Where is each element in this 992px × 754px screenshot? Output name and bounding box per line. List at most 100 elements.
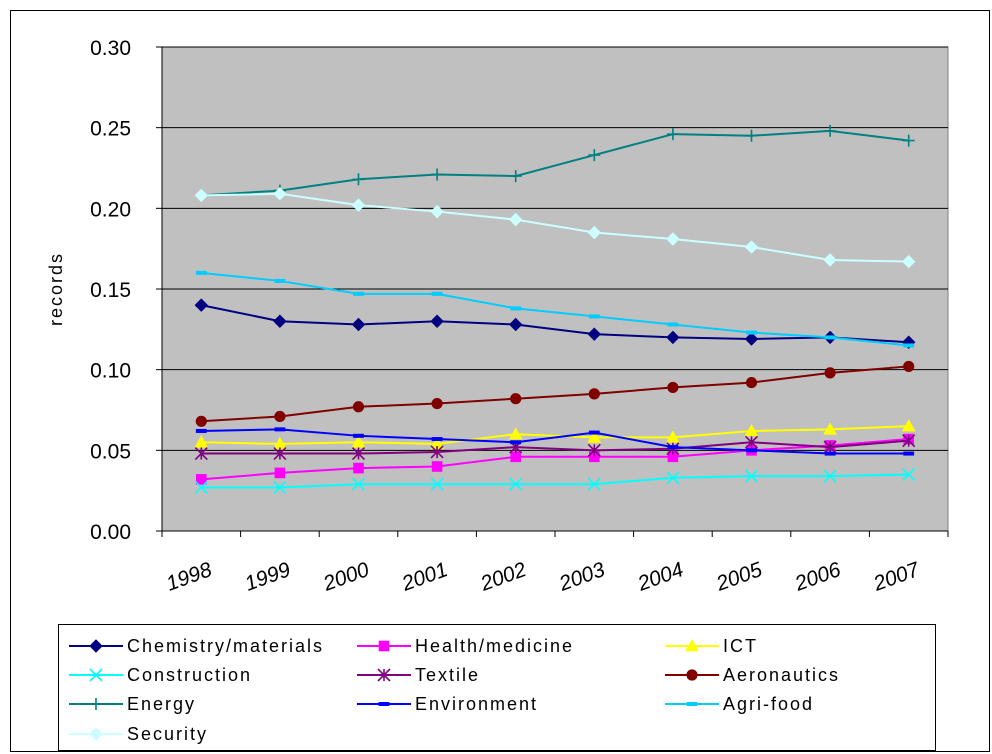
series-environment <box>195 427 915 456</box>
data-point <box>431 397 443 410</box>
y-tick-label: 0.15 <box>90 279 131 302</box>
series-construction <box>194 467 916 495</box>
data-point <box>430 477 444 491</box>
data-point <box>430 445 444 459</box>
data-point <box>744 332 759 346</box>
data-point <box>902 467 916 482</box>
data-point <box>587 443 601 457</box>
series-ict <box>194 419 916 450</box>
data-point <box>274 427 286 432</box>
data-point <box>431 291 443 296</box>
legend-symbol <box>69 639 123 653</box>
data-point <box>744 435 759 449</box>
data-point <box>745 129 758 142</box>
series-line <box>201 129 909 197</box>
data-point <box>196 474 207 485</box>
legend-item: Construction <box>67 662 252 688</box>
legend-symbol <box>357 702 411 706</box>
legend-symbol <box>69 698 123 710</box>
x-tick-label: 2005 <box>712 558 765 596</box>
data-point <box>274 467 286 479</box>
series-textile <box>194 434 916 461</box>
series-aeronautics <box>195 360 915 427</box>
data-point <box>666 128 679 141</box>
data-point <box>510 306 522 311</box>
x-tick-label: 2000 <box>319 558 372 596</box>
legend-label: Construction <box>127 664 253 685</box>
data-point <box>508 317 523 332</box>
data-point <box>194 188 209 203</box>
data-point <box>902 134 915 147</box>
y-tick-label: 0.10 <box>90 360 131 383</box>
data-point <box>823 253 837 267</box>
y-tick-label: 0.30 <box>90 37 131 60</box>
data-point <box>353 462 364 474</box>
legend-label: Energy <box>127 693 197 714</box>
series-line <box>201 304 909 344</box>
data-point <box>194 480 208 495</box>
data-point <box>587 225 602 240</box>
data-point <box>510 451 521 463</box>
legend-item: Environment <box>355 691 538 717</box>
data-point <box>510 440 522 445</box>
legend-item: Health/medicine <box>355 633 574 659</box>
data-point <box>745 376 758 389</box>
series-line <box>201 438 909 481</box>
legend-label: Textile <box>415 664 481 685</box>
x-tick-label: 2001 <box>398 558 451 596</box>
data-point <box>508 427 523 440</box>
data-point <box>744 240 759 254</box>
x-tick-label: 2007 <box>870 558 924 596</box>
data-point <box>195 270 207 275</box>
legend-label: ICT <box>723 635 758 656</box>
data-point <box>823 469 837 483</box>
data-point <box>352 401 365 413</box>
data-point <box>824 451 836 456</box>
data-point <box>194 298 209 312</box>
legend-item: Chemistry/materials <box>67 633 324 659</box>
data-point <box>508 212 523 227</box>
y-tick-label: 0.25 <box>90 118 131 141</box>
data-point <box>273 187 287 201</box>
data-point <box>902 434 916 448</box>
data-point <box>431 437 443 442</box>
data-point <box>273 314 287 328</box>
data-point <box>351 446 366 461</box>
series-energy <box>195 124 915 202</box>
legend-item: Aeronautics <box>663 662 840 688</box>
data-point <box>667 445 679 450</box>
legend-label: Aeronautics <box>723 664 841 685</box>
legend-item: ICT <box>663 633 758 659</box>
data-point <box>903 360 915 373</box>
series-lines <box>194 124 916 495</box>
series-security <box>194 187 916 269</box>
data-point <box>588 314 600 319</box>
data-point <box>509 477 523 491</box>
y-tick-label: 0.00 <box>90 521 131 544</box>
x-tick-label: 1999 <box>242 558 294 596</box>
data-point <box>588 388 600 400</box>
legend-symbol <box>69 668 123 682</box>
data-point <box>666 430 680 443</box>
data-point <box>353 433 364 438</box>
x-tick-label: 2006 <box>791 558 844 596</box>
legend-label: Environment <box>415 693 539 714</box>
data-point <box>430 314 444 328</box>
y-tick-label: 0.05 <box>90 440 131 463</box>
data-point <box>194 446 208 461</box>
legend-label: Security <box>127 723 209 744</box>
data-point <box>351 435 366 448</box>
data-point <box>666 330 680 345</box>
data-point <box>666 232 680 246</box>
data-point <box>746 330 757 335</box>
data-point <box>744 469 759 483</box>
x-tick-label: 1998 <box>163 558 215 596</box>
x-tick-label: 2003 <box>555 558 608 596</box>
legend-item: Security <box>67 721 208 747</box>
data-point <box>824 367 836 379</box>
x-tick-label: 2004 <box>634 558 687 596</box>
legend-symbol <box>69 727 123 741</box>
gridlines <box>162 46 948 451</box>
data-point <box>431 168 444 181</box>
